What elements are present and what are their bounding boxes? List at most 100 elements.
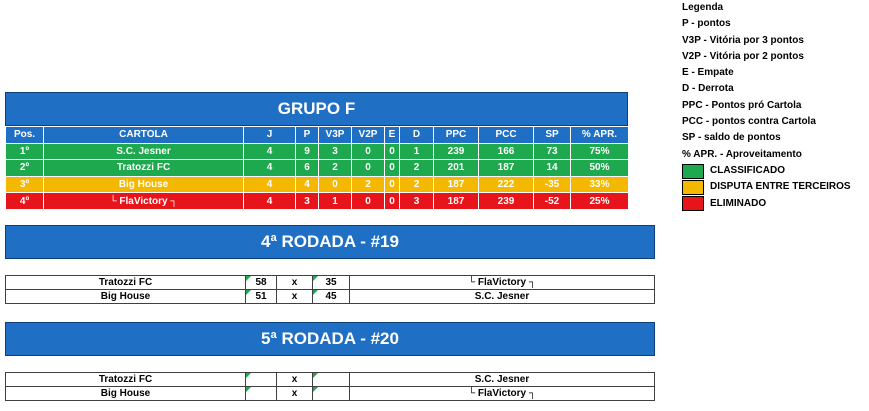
cell-d: 2 — [399, 159, 434, 177]
table-row: 3º Big House 4 4 0 2 0 2 187 222 -35 33% — [5, 175, 629, 194]
cell-e: 0 — [384, 142, 400, 161]
cell-apr: 25% — [570, 192, 629, 210]
away-score: 45 — [312, 289, 350, 304]
away-score: 35 — [312, 275, 350, 290]
cell-pos: 1º — [5, 142, 44, 161]
header-e: E — [384, 126, 400, 144]
legend: Legenda P - pontos V3P - Vitória por 3 p… — [682, 0, 869, 212]
home-team: Tratozzi FC — [5, 275, 246, 290]
round-matches-table: Tratozzi FC x S.C. Jesner Big House x └ … — [5, 372, 655, 401]
cell-marker — [313, 276, 318, 281]
cell-j: 4 — [243, 192, 296, 210]
cell-apr: 75% — [570, 142, 629, 161]
away-team: └ FlaVictory ┐ — [349, 275, 655, 290]
yellow-swatch — [682, 179, 704, 195]
cell-pcc: 222 — [478, 175, 534, 194]
cell-team: └ FlaVictory ┐ — [43, 192, 244, 210]
cell-pos: 3º — [5, 175, 44, 194]
versus: x — [276, 275, 313, 290]
cell-ppc: 187 — [433, 175, 479, 194]
header-v2p: V2P — [351, 126, 385, 144]
header-j: J — [243, 126, 296, 144]
cell-sp: -35 — [533, 175, 571, 194]
match-row: Tratozzi FC x S.C. Jesner — [5, 372, 655, 387]
cell-d: 2 — [399, 175, 434, 194]
cell-ppc: 239 — [433, 142, 479, 161]
cell-marker — [313, 373, 318, 378]
legend-item: D - Derrota — [682, 83, 734, 95]
legend-status-eliminated: ELIMINADO — [682, 196, 869, 212]
home-team: Big House — [5, 386, 246, 401]
legend-item: PPC - Pontos pró Cartola — [682, 99, 802, 111]
away-score — [312, 386, 350, 401]
header-sp: SP — [533, 126, 571, 144]
cell-v2p: 2 — [351, 175, 385, 194]
cell-p: 6 — [295, 159, 319, 177]
cell-pcc: 166 — [478, 142, 534, 161]
legend-status-label: CLASSIFICADO — [710, 164, 785, 176]
header-pcc: PCC — [478, 126, 534, 144]
home-score: 51 — [245, 289, 277, 304]
cell-marker — [246, 373, 251, 378]
match-row: Big House x └ FlaVictory ┐ — [5, 386, 655, 401]
cell-e: 0 — [384, 159, 400, 177]
legend-item: % APR. - Aproveitamento — [682, 148, 802, 160]
home-score: 58 — [245, 275, 277, 290]
cell-v3p: 3 — [318, 142, 352, 161]
legend-status-label: ELIMINADO — [710, 197, 767, 209]
legend-item: E - Empate — [682, 67, 734, 79]
cell-j: 4 — [243, 142, 296, 161]
cell-pos: 4º — [5, 192, 44, 210]
header-pos: Pos. — [5, 126, 44, 144]
cell-sp: 73 — [533, 142, 571, 161]
cell-ppc: 201 — [433, 159, 479, 177]
legend-status-label: DISPUTA ENTRE TERCEIROS — [710, 181, 851, 193]
away-score — [312, 372, 350, 387]
header-v3p: V3P — [318, 126, 352, 144]
cell-pcc: 187 — [478, 159, 534, 177]
versus: x — [276, 289, 313, 304]
header-d: D — [399, 126, 434, 144]
legend-item: P - pontos — [682, 18, 731, 30]
group-title: GRUPO F — [5, 92, 628, 126]
legend-title: Legenda — [682, 2, 724, 13]
cell-apr: 50% — [570, 159, 629, 177]
match-row: Big House 51 x 45 S.C. Jesner — [5, 289, 655, 304]
cell-marker — [246, 387, 251, 392]
versus: x — [276, 386, 313, 401]
cell-team: S.C. Jesner — [43, 142, 244, 161]
header-p: P — [295, 126, 319, 144]
legend-item: V2P - Vitória por 2 pontos — [682, 50, 804, 62]
red-swatch — [682, 196, 704, 212]
header-cartola: CARTOLA — [43, 126, 244, 144]
table-row: 4º └ FlaVictory ┐ 4 3 1 0 0 3 187 239 -5… — [5, 192, 629, 210]
round-matches-table: Tratozzi FC 58 x 35 └ FlaVictory ┐ Big H… — [5, 275, 655, 304]
legend-item: PCC - pontos contra Cartola — [682, 116, 816, 128]
cell-v3p: 2 — [318, 159, 352, 177]
cell-v2p: 0 — [351, 192, 385, 210]
home-score — [245, 372, 277, 387]
cell-marker — [246, 290, 251, 295]
cell-ppc: 187 — [433, 192, 479, 210]
legend-item: V3P - Vitória por 3 pontos — [682, 34, 804, 46]
match-row: Tratozzi FC 58 x 35 └ FlaVictory ┐ — [5, 275, 655, 290]
table-row: 1º S.C. Jesner 4 9 3 0 0 1 239 166 73 75… — [5, 142, 629, 161]
versus: x — [276, 372, 313, 387]
cell-marker — [313, 387, 318, 392]
legend-item: SP - saldo de pontos — [682, 132, 781, 144]
cell-apr: 33% — [570, 175, 629, 194]
cell-e: 0 — [384, 175, 400, 194]
cell-v2p: 0 — [351, 142, 385, 161]
header-ppc: PPC — [433, 126, 479, 144]
cell-marker — [313, 290, 318, 295]
cell-pcc: 239 — [478, 192, 534, 210]
cell-j: 4 — [243, 175, 296, 194]
cell-d: 3 — [399, 192, 434, 210]
cell-v3p: 1 — [318, 192, 352, 210]
cell-team: Tratozzi FC — [43, 159, 244, 177]
cell-p: 3 — [295, 192, 319, 210]
cell-sp: 14 — [533, 159, 571, 177]
cell-p: 9 — [295, 142, 319, 161]
cell-v3p: 0 — [318, 175, 352, 194]
home-score — [245, 386, 277, 401]
